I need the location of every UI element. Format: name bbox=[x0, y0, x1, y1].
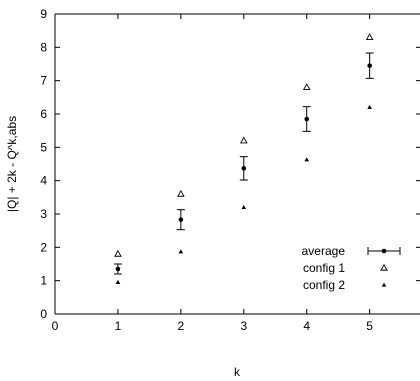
axis-ticks: 0 1 2 3 4 5 0 1 2 3 4 5 6 7 8 9 bbox=[40, 7, 420, 333]
y-axis-label: |Q| + 2k - Q^k,abs bbox=[5, 116, 19, 212]
x-tick-label: 4 bbox=[303, 319, 310, 333]
legend-config-2-symbol bbox=[381, 282, 387, 287]
config-2-point bbox=[115, 279, 121, 285]
y-tick-label: 6 bbox=[40, 107, 47, 121]
data-marks bbox=[113, 33, 374, 285]
config-1-point bbox=[365, 33, 374, 41]
x-tick-label: 2 bbox=[178, 319, 185, 333]
x-tick-label: 1 bbox=[115, 319, 122, 333]
config-1-point bbox=[114, 249, 122, 257]
plot-area bbox=[54, 13, 420, 315]
y-tick-label: 3 bbox=[40, 207, 47, 221]
y-tick-label: 5 bbox=[40, 140, 47, 154]
average-point bbox=[304, 116, 310, 122]
config-2-point bbox=[178, 249, 184, 254]
legend-average-point bbox=[381, 248, 387, 254]
legend-config-1-symbol bbox=[380, 263, 388, 271]
y-tick-label: 2 bbox=[40, 240, 47, 254]
y-tick-label: 4 bbox=[40, 174, 47, 188]
x-axis-label: k bbox=[234, 365, 241, 379]
config-1-point bbox=[177, 189, 185, 197]
y-tick-label: 9 bbox=[40, 7, 47, 21]
y-tick-label: 0 bbox=[40, 307, 47, 321]
y-tick-label: 7 bbox=[40, 74, 47, 88]
x-tick-label: 3 bbox=[240, 319, 247, 333]
average-point bbox=[178, 217, 184, 222]
legend-label: config 2 bbox=[303, 278, 345, 292]
average-point bbox=[115, 266, 121, 272]
x-tick-label: 5 bbox=[366, 319, 373, 333]
y-tick-label: 1 bbox=[40, 274, 47, 288]
legend: average config 1 config 2 bbox=[302, 244, 401, 292]
x-tick-label: 0 bbox=[52, 319, 59, 333]
y-tick-label: 8 bbox=[40, 40, 47, 54]
config-1-point bbox=[302, 83, 311, 91]
legend-label: config 1 bbox=[303, 261, 345, 275]
config-2-point bbox=[241, 204, 247, 210]
config-2-point bbox=[367, 104, 372, 110]
legend-label: average bbox=[302, 244, 346, 258]
average-point bbox=[241, 166, 247, 171]
config-2-point bbox=[304, 157, 310, 162]
average-point bbox=[367, 63, 372, 68]
config-1-point bbox=[239, 136, 248, 144]
